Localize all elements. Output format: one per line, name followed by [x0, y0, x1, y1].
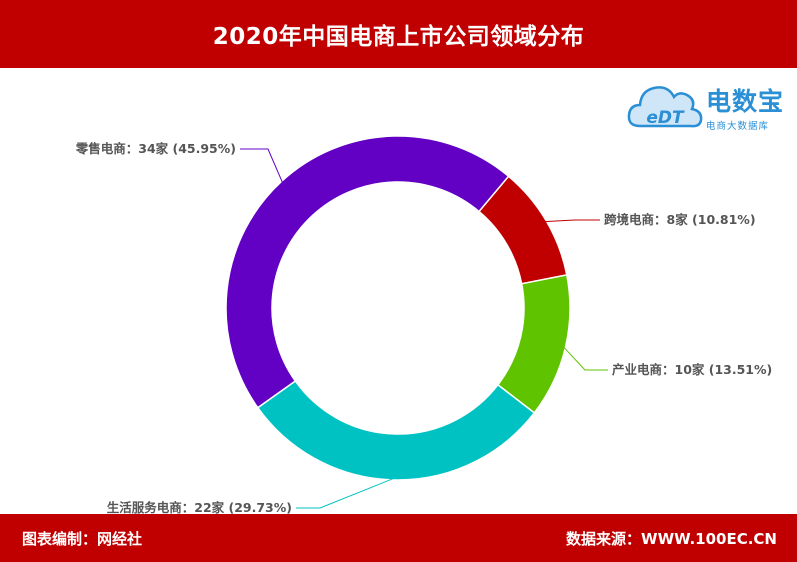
slice-label-3: 生活服务电商：22家 (29.73%) [107, 500, 292, 514]
donut-slice-2 [496, 274, 571, 414]
cloud-logo-icon: eDT [627, 86, 703, 128]
logo-name: 电数宝 [706, 87, 785, 116]
edt-logo: eDT 电数宝 电商大数据库 [626, 74, 791, 136]
slice-label-2: 产业电商：10家 (13.51%) [612, 362, 772, 377]
logo-mark: eDT [646, 108, 685, 128]
donut-chart: 跨境电商：8家 (10.81%) 产业电商：10家 (13.51%) 生活服务电商：… [75, 135, 772, 514]
slice-label-4: 零售电商：34家 (45.95%) [75, 141, 236, 156]
donut-slice-3 [256, 379, 536, 481]
chart-footer: 图表编制：网经社 数据来源：WWW.100EC.CN [0, 514, 797, 562]
slice-label-1: 跨境电商：8家 (10.81%) [604, 212, 756, 227]
leader-line-1 [544, 219, 600, 223]
chart-header: 2020年中国电商上市公司领域分布 [0, 0, 797, 68]
leader-line-3 [296, 477, 395, 509]
footer-source: 数据来源：WWW.100EC.CN [566, 530, 777, 548]
logo-subtitle: 电商大数据库 [706, 121, 770, 132]
donut-slice-4 [225, 135, 510, 409]
chart-title: 2020年中国电商上市公司领域分布 [212, 24, 585, 50]
leader-line-2 [563, 346, 608, 371]
footer-compiler: 图表编制：网经社 [22, 530, 143, 548]
leader-line-4 [240, 148, 284, 184]
